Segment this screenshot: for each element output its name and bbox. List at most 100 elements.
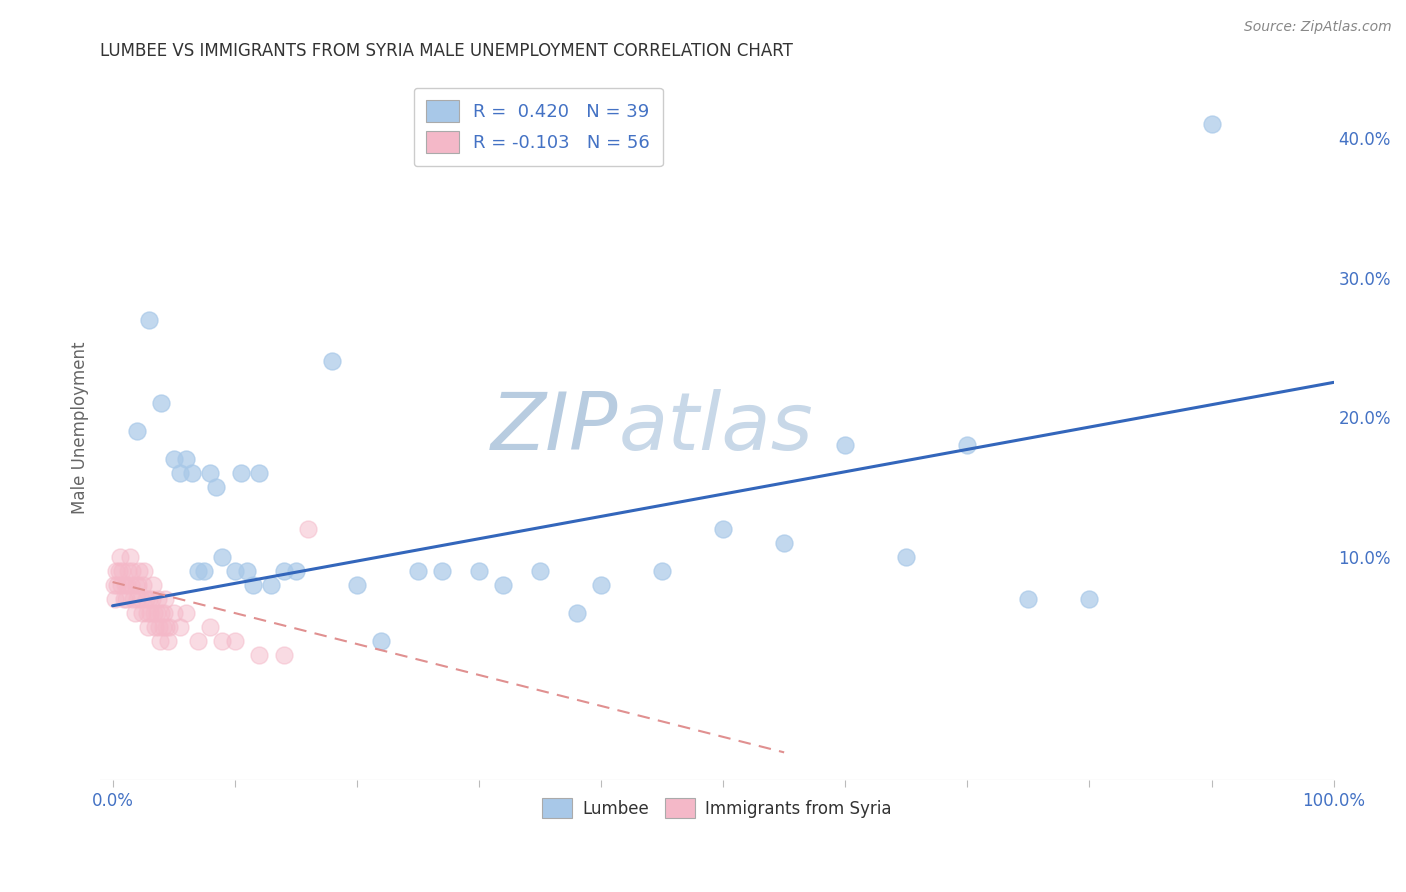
Point [134,564,156,578]
Point [956,438,979,452]
Point [297,522,319,536]
Point [229,466,252,480]
Point [651,564,673,578]
Point [174,606,197,620]
Point [492,578,515,592]
Point [139,606,162,620]
Point [157,620,180,634]
Point [187,564,209,578]
Point [146,591,169,606]
Point [107,564,129,578]
Point [529,564,551,578]
Point [200,466,222,480]
Point [125,591,148,606]
Point [273,564,295,578]
Point [131,606,153,620]
Point [432,564,454,578]
Point [132,578,155,592]
Legend: Lumbee, Immigrants from Syria: Lumbee, Immigrants from Syria [536,791,898,825]
Point [1017,591,1039,606]
Point [153,606,176,620]
Point [224,564,246,578]
Point [211,633,233,648]
Point [174,452,197,467]
Point [156,633,179,648]
Point [115,591,138,606]
Point [103,578,125,592]
Point [121,564,143,578]
Point [896,549,918,564]
Point [193,564,215,578]
Point [773,536,796,550]
Point [122,591,145,606]
Y-axis label: Male Unemployment: Male Unemployment [72,342,89,514]
Point [152,620,174,634]
Point [114,578,136,592]
Point [107,578,129,592]
Point [110,578,132,592]
Point [236,564,259,578]
Point [205,480,228,494]
Point [118,549,141,564]
Point [138,312,160,326]
Point [111,564,134,578]
Point [162,606,184,620]
Point [242,578,264,592]
Point [145,606,167,620]
Point [148,620,170,634]
Point [117,564,139,578]
Point [115,578,138,592]
Text: LUMBEE VS IMMIGRANTS FROM SYRIA MALE UNEMPLOYMENT CORRELATION CHART: LUMBEE VS IMMIGRANTS FROM SYRIA MALE UNE… [100,42,793,60]
Point [224,633,246,648]
Point [169,620,191,634]
Point [260,578,283,592]
Point [273,648,295,662]
Point [187,633,209,648]
Point [124,606,146,620]
Point [142,578,165,592]
Point [565,606,588,620]
Point [370,633,392,648]
Point [247,648,270,662]
Point [155,620,177,634]
Point [321,354,343,368]
Point [141,591,163,606]
Text: Source: ZipAtlas.com: Source: ZipAtlas.com [1244,20,1392,34]
Point [162,452,184,467]
Point [247,466,270,480]
Point [149,633,172,648]
Point [125,424,148,438]
Point [589,578,612,592]
Point [346,578,368,592]
Point [711,522,734,536]
Point [138,591,160,606]
Point [181,466,204,480]
Point [211,549,233,564]
Point [129,591,152,606]
Point [200,620,222,634]
Text: atlas: atlas [619,389,813,467]
Point [120,578,142,592]
Point [128,564,150,578]
Point [127,578,149,592]
Point [1201,117,1223,131]
Point [125,578,148,592]
Point [135,591,157,606]
Point [143,620,166,634]
Point [143,606,166,620]
Point [169,466,191,480]
Point [112,591,135,606]
Point [108,549,131,564]
Point [136,620,159,634]
Point [150,606,173,620]
Point [284,564,307,578]
Point [153,591,176,606]
Text: ZIP: ZIP [491,389,619,467]
Point [1078,591,1101,606]
Point [834,438,856,452]
Point [468,564,491,578]
Point [104,591,127,606]
Point [150,396,173,410]
Point [105,564,128,578]
Point [135,606,157,620]
